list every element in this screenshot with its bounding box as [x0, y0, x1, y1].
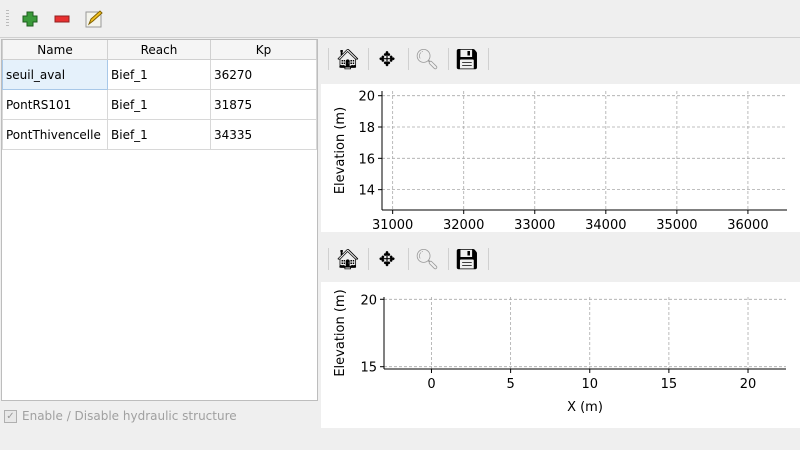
home-button[interactable]: 🏠︎ [333, 46, 363, 72]
cell-kp[interactable]: 36270 [210, 59, 317, 90]
save-icon: 💾︎ [454, 247, 480, 271]
x-tick-label: 20 [740, 377, 757, 392]
cell-name[interactable]: PontRS101 [2, 89, 108, 120]
edit-button[interactable] [83, 8, 105, 30]
x-tick-label: 36000 [727, 218, 768, 232]
x-tick-label: 31000 [372, 218, 413, 232]
pan-button[interactable]: ✥ [372, 246, 402, 272]
minus-icon [54, 15, 70, 23]
plus-icon [22, 11, 38, 27]
x-tick-label: 32000 [443, 218, 484, 232]
zoom-button[interactable]: 🔍︎ [412, 46, 442, 72]
table-row[interactable]: PontThivencelle Bief_1 34335 [2, 119, 317, 150]
toolbar-grip[interactable] [6, 10, 9, 28]
save-icon: 💾︎ [454, 47, 480, 71]
cross-section-plot[interactable]: 0 5 10 15 20 15 20 Elevation (m) X (m) [321, 282, 800, 428]
zoom-button[interactable]: 🔍︎ [412, 246, 442, 272]
x-tick-label: 35000 [656, 218, 697, 232]
edit-icon [85, 10, 103, 28]
cell-reach[interactable]: Bief_1 [107, 89, 211, 120]
x-tick-label: 15 [661, 377, 678, 392]
save-button[interactable]: 💾︎ [452, 246, 482, 272]
x-tick-label: 0 [427, 377, 435, 392]
cell-name[interactable]: seuil_aval [2, 59, 108, 90]
column-header-name[interactable]: Name [2, 40, 108, 60]
zoom-icon: 🔍︎ [414, 47, 440, 71]
home-button[interactable]: 🏠︎ [333, 246, 363, 272]
y-tick-label: 18 [358, 121, 375, 136]
column-header-kp[interactable]: Kp [210, 40, 317, 60]
profile-plot[interactable]: 31000 32000 33000 34000 35000 36000 14 16 18 20 El… [321, 84, 800, 233]
home-icon: 🏠︎ [335, 47, 361, 71]
profile-chart: 31000 32000 33000 34000 35000 36000 14 16 18 20 El… [333, 90, 787, 233]
checkbox-label: Enable / Disable hydraulic structure [22, 409, 237, 423]
y-tick-label: 16 [358, 152, 375, 167]
y-tick-label: 20 [360, 293, 377, 308]
checkbox-box[interactable]: ✓ [4, 409, 17, 423]
table-header: Name Reach Kp [2, 40, 317, 60]
x-tick-label: 34000 [585, 218, 626, 232]
pan-icon: ✥ [378, 247, 396, 271]
add-button[interactable] [19, 8, 41, 30]
pan-button[interactable]: ✥ [372, 46, 402, 72]
pan-icon: ✥ [378, 47, 396, 71]
cell-kp[interactable]: 34335 [210, 119, 317, 150]
cross-section-chart: 0 5 10 15 20 15 20 Elevation (m) X (m) [333, 289, 786, 415]
remove-button[interactable] [51, 8, 73, 30]
y-axis-label: Elevation (m) [333, 289, 348, 376]
table-row[interactable]: PontRS101 Bief_1 31875 [2, 89, 317, 120]
main-toolbar [0, 0, 800, 38]
plot-toolbar-top: 🏠︎ ✥ 🔍︎ 💾︎ [320, 40, 800, 78]
table-row[interactable]: seuil_aval Bief_1 36270 [2, 59, 317, 90]
plot-toolbar-bottom: 🏠︎ ✥ 🔍︎ 💾︎ [320, 240, 800, 278]
column-header-reach[interactable]: Reach [107, 40, 211, 60]
cell-name[interactable]: PontThivencelle [2, 119, 108, 150]
y-tick-label: 20 [358, 90, 375, 105]
y-tick-label: 15 [360, 361, 377, 376]
y-axis-label: Elevation (m) [333, 107, 348, 194]
zoom-icon: 🔍︎ [414, 247, 440, 271]
y-tick-label: 14 [358, 184, 375, 199]
save-button[interactable]: 💾︎ [452, 46, 482, 72]
x-tick-label: 33000 [514, 218, 555, 232]
x-tick-label: 10 [581, 377, 598, 392]
enable-structure-checkbox[interactable]: ✓ Enable / Disable hydraulic structure [4, 409, 237, 423]
x-tick-label: 5 [506, 377, 514, 392]
cell-reach[interactable]: Bief_1 [107, 59, 211, 90]
structures-table[interactable]: Name Reach Kp seuil_aval Bief_1 36270 Pont… [1, 39, 318, 401]
x-axis-label: X (m) [567, 400, 603, 415]
cell-reach[interactable]: Bief_1 [107, 119, 211, 150]
cell-kp[interactable]: 31875 [210, 89, 317, 120]
home-icon: 🏠︎ [335, 247, 361, 271]
